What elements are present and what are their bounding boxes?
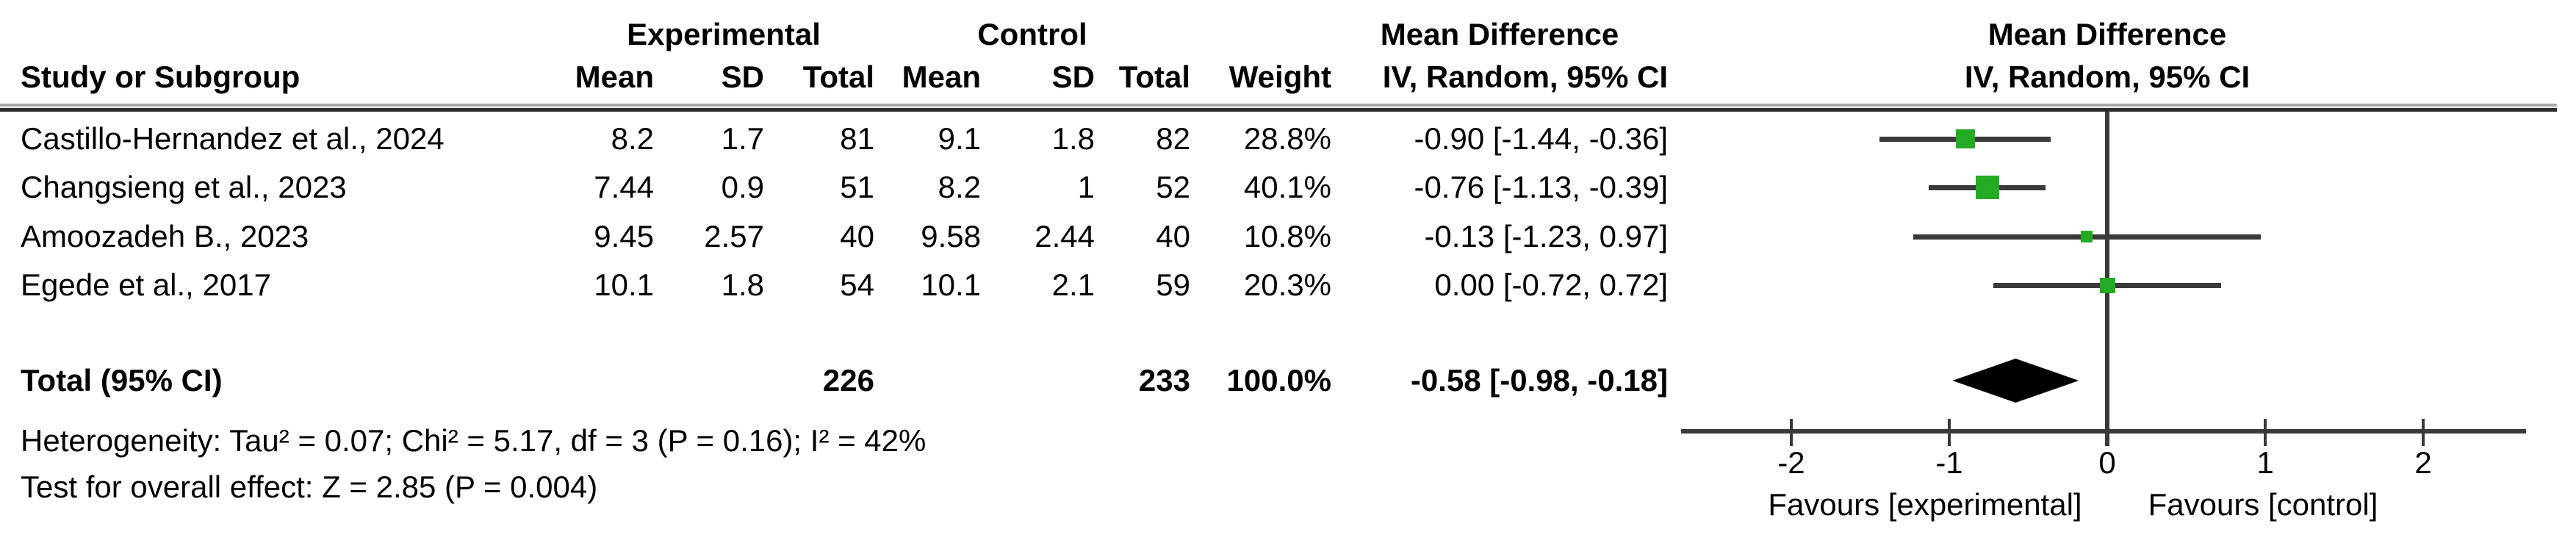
col-header-exp-sd: SD [721, 60, 764, 94]
exp-sd: 1.7 [721, 121, 764, 156]
ctl-sd: 2.44 [1035, 219, 1095, 253]
col-header-exp-total: Total [802, 60, 874, 94]
col-header-iv-ci: IV, Random, 95% CI [1382, 60, 1668, 94]
column-header-row: Study or Subgroup Mean SD Total Mean SD … [0, 58, 1668, 96]
plot-header-mean-difference: Mean Difference [1987, 17, 2227, 51]
header-group-mean-difference: Mean Difference [1380, 17, 1619, 51]
exp-total: 51 [840, 170, 874, 204]
row-weight: 40.1% [1243, 170, 1331, 204]
row-ci-text: -0.90 [-1.44, -0.36] [1414, 121, 1668, 156]
favours-control-label: Favours [control] [2148, 487, 2378, 522]
ctl-sd: 1.8 [1051, 121, 1095, 156]
ctl-mean: 9.58 [921, 219, 981, 253]
row-weight: 28.8% [1243, 121, 1331, 156]
ctl-mean: 9.1 [938, 121, 981, 156]
col-header-weight: Weight [1228, 60, 1331, 94]
row-weight: 20.3% [1243, 267, 1331, 302]
total-ctl-n: 233 [1138, 363, 1190, 398]
exp-total: 81 [840, 121, 874, 156]
axis-tick [1948, 419, 1951, 446]
total-row: Total (95% CI) 226 233 100.0% -0.58 [-0.… [0, 362, 1668, 400]
x-axis-line [1681, 429, 2526, 434]
ctl-mean: 10.1 [921, 267, 981, 302]
axis-tick-label: 0 [2098, 445, 2116, 480]
overall-effect-note: Test for overall effect: Z = 2.85 (P = 0… [21, 470, 598, 504]
favours-experimental-label: Favours [experimental] [1768, 487, 2082, 522]
effect-marker [2081, 231, 2093, 242]
col-header-study: Study or Subgroup [21, 60, 301, 94]
axis-tick [1790, 419, 1793, 446]
row-ci-text: -0.76 [-1.13, -0.39] [1414, 170, 1668, 204]
row-ci-text: 0.00 [-0.72, 0.72] [1434, 267, 1668, 302]
effect-marker [1975, 176, 1999, 199]
exp-sd: 1.8 [721, 267, 764, 302]
ctl-total: 40 [1156, 219, 1190, 253]
col-header-ctl-total: Total [1118, 60, 1190, 94]
exp-sd: 2.57 [704, 219, 764, 253]
header-group-control: Control [977, 17, 1087, 51]
total-label: Total (95% CI) [21, 363, 223, 398]
col-header-exp-mean: Mean [575, 60, 654, 94]
ctl-total: 52 [1156, 170, 1190, 204]
axis-tick [2264, 419, 2267, 446]
total-ci-text: -0.58 [-0.98, -0.18] [1410, 363, 1668, 398]
effect-marker [2099, 277, 2115, 293]
axis-tick [2422, 419, 2425, 446]
effect-marker [1955, 129, 1975, 148]
summary-diamond [1952, 359, 2079, 403]
study-row: Amoozadeh B., 2023 9.45 2.57 40 9.58 2.4… [0, 217, 1668, 256]
axis-tick-label: 1 [2256, 445, 2274, 480]
axis-tick-label: -2 [1777, 445, 1805, 480]
header-separator-light [0, 104, 2557, 107]
study-row: Changsieng et al., 2023 7.44 0.9 51 8.2 … [0, 168, 1668, 206]
col-header-ctl-mean: Mean [902, 60, 981, 94]
exp-mean: 9.45 [594, 219, 654, 253]
col-header-ctl-sd: SD [1051, 60, 1095, 94]
exp-mean: 7.44 [594, 170, 654, 204]
study-row: Castillo-Hernandez et al., 2024 8.2 1.7 … [0, 120, 1668, 158]
ctl-sd: 2.1 [1051, 267, 1095, 302]
exp-total: 54 [840, 267, 874, 302]
header-group-experimental: Experimental [627, 17, 821, 51]
ctl-total: 82 [1156, 121, 1190, 156]
axis-tick-label: -1 [1935, 445, 1963, 480]
study-name: Castillo-Hernandez et al., 2024 [21, 121, 445, 156]
total-weight: 100.0% [1226, 363, 1331, 398]
study-name: Egede et al., 2017 [21, 267, 271, 302]
study-row: Egede et al., 2017 10.1 1.8 54 10.1 2.1 … [0, 266, 1668, 304]
plot-header-model: IV, Random, 95% CI [1964, 60, 2251, 94]
exp-total: 40 [840, 219, 874, 253]
ctl-total: 59 [1156, 267, 1190, 302]
ctl-sd: 1 [1077, 170, 1095, 204]
axis-tick [2106, 419, 2109, 446]
row-weight: 10.8% [1243, 219, 1331, 253]
exp-mean: 10.1 [594, 267, 654, 302]
study-name: Changsieng et al., 2023 [21, 170, 347, 204]
header-separator-dark [0, 108, 2557, 112]
exp-mean: 8.2 [611, 121, 654, 156]
row-ci-text: -0.13 [-1.23, 0.97] [1424, 219, 1668, 253]
heterogeneity-note: Heterogeneity: Tau² = 0.07; Chi² = 5.17,… [21, 423, 927, 458]
ctl-mean: 8.2 [938, 170, 981, 204]
axis-tick-label: 2 [2414, 445, 2432, 480]
total-exp-n: 226 [822, 363, 874, 398]
study-name: Amoozadeh B., 2023 [21, 219, 309, 253]
exp-sd: 0.9 [721, 170, 764, 204]
